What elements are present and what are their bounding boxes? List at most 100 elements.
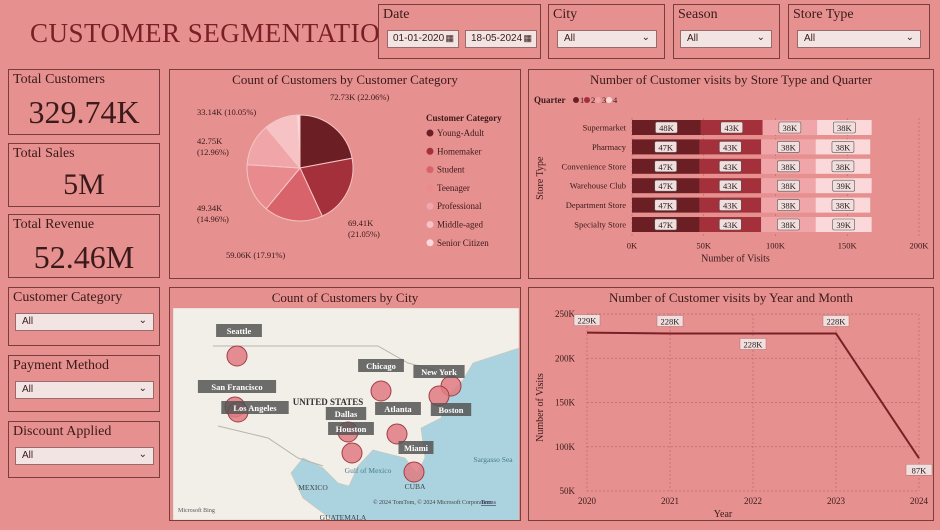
discount-applied-dropdown-value: All: [22, 450, 34, 461]
map-title: Count of Customers by City: [271, 290, 419, 305]
pie-slice[interactable]: [296, 114, 301, 169]
bar-label-box: [832, 218, 855, 231]
end-date-value: 18-05-2024: [471, 33, 523, 44]
pie-data-label: 49.34K: [197, 203, 223, 213]
bar-data-label: 38K: [781, 162, 797, 172]
city-dropdown[interactable]: All ⌄: [557, 30, 657, 48]
bar-label-box: [718, 199, 742, 211]
map-terms-link[interactable]: Terms: [481, 500, 497, 506]
payment-method-dropdown[interactable]: All ⌄: [15, 381, 154, 399]
pie-legend-label[interactable]: Middle-aged: [437, 220, 483, 230]
bar-label-box: [777, 160, 800, 173]
chevron-down-icon: ⌄: [138, 383, 147, 394]
bar-data-label: 38K: [836, 142, 852, 152]
kpi-total-revenue: Total Revenue 52.46M: [8, 214, 160, 278]
city-bubble[interactable]: [226, 345, 248, 367]
pie-slice[interactable]: [299, 114, 353, 169]
pie-legend-label[interactable]: Student: [437, 165, 465, 175]
discount-applied-dropdown[interactable]: All ⌄: [15, 447, 154, 465]
city-label: Seattle: [227, 326, 252, 336]
city-label: Los Angeles: [233, 403, 277, 413]
city-map[interactable]: UNITED STATES Gulf of Mexico MEXICO CUBA GUA…: [173, 308, 519, 520]
kpi-label: Total Sales: [13, 146, 75, 161]
start-date-input[interactable]: 01-01-2020 ▦: [387, 30, 459, 48]
bar-legend-marker: [595, 97, 601, 103]
y-tick-label: Warehouse Club: [570, 181, 626, 191]
y-tick-label: 50K: [560, 486, 576, 496]
city-label-box: [325, 407, 367, 420]
line-data-label: 229K: [578, 316, 598, 326]
y-tick-label: Specialty Store: [574, 220, 626, 230]
pie-legend-label[interactable]: Homemaker: [437, 146, 481, 156]
pie-legend-label[interactable]: Young-Adult: [437, 128, 485, 138]
map-place-label: GUATEMALA: [320, 513, 367, 520]
store-type-filter: Store Type All ⌄: [788, 4, 930, 59]
y-tick-label: Pharmacy: [592, 142, 627, 152]
bar-label-box: [831, 141, 855, 153]
bar-label-box: [718, 179, 742, 192]
bar-legend-label[interactable]: 3: [602, 95, 606, 105]
city-bubble[interactable]: [341, 442, 363, 464]
line-label-box: [656, 315, 684, 327]
bar-label-box: [832, 179, 855, 192]
pie-data-label: (21.05%): [348, 229, 380, 239]
city-label-box: [430, 403, 472, 416]
city-label: Chicago: [366, 361, 396, 371]
bar-data-label: 38K: [836, 201, 852, 211]
pie-slice[interactable]: [299, 157, 354, 217]
pie-slice[interactable]: [265, 167, 323, 222]
pie-slice[interactable]: [246, 164, 302, 210]
customer-category-filter: Customer Category All ⌄: [8, 287, 160, 346]
pie-legend-label[interactable]: Teenager: [437, 183, 470, 193]
bar-chart[interactable]: Quarter 1 2 3 4 0K 50K 100K 150K 200K Supermarket 4…: [529, 88, 933, 278]
bar-legend-label[interactable]: 4: [613, 95, 618, 105]
pie-data-label: 42.75K: [197, 136, 223, 146]
bar-data-label: 39K: [836, 181, 852, 191]
bar-label-box: [833, 121, 856, 134]
store-type-filter-label: Store Type: [793, 7, 854, 22]
bar-legend-label[interactable]: 1: [580, 95, 584, 105]
city-label-box: [221, 401, 289, 414]
line-data-label: 228K: [744, 339, 764, 349]
bar-label-box: [778, 121, 802, 134]
city-bubble[interactable]: [403, 461, 425, 483]
city-label: Atlanta: [384, 404, 412, 414]
line-chart[interactable]: 50K 100K 150K 200K 250K 2020 2021 2022 2023 2024 2…: [529, 306, 933, 520]
pie-legend-title: Customer Category: [426, 113, 502, 123]
season-dropdown[interactable]: All ⌄: [680, 30, 772, 48]
city-label-box: [358, 359, 404, 372]
calendar-icon[interactable]: ▦: [445, 33, 454, 43]
store-type-dropdown[interactable]: All ⌄: [797, 30, 921, 48]
x-tick-label: 2024: [910, 496, 929, 506]
bar-legend-title: Quarter: [534, 95, 566, 105]
bar-label-box: [777, 199, 800, 211]
x-tick-label: 2023: [827, 496, 846, 506]
bar-label-box: [718, 218, 742, 231]
end-date-input[interactable]: 18-05-2024 ▦: [465, 30, 537, 48]
bar-label-box: [654, 179, 678, 192]
city-filter-label: City: [553, 7, 578, 22]
pie-legend-label[interactable]: Professional: [437, 201, 482, 211]
bar-data-label: 47K: [658, 181, 674, 191]
pie-legend-label[interactable]: Senior Citizen: [437, 238, 489, 248]
city-label-box: [375, 402, 421, 415]
line-series[interactable]: [586, 331, 920, 459]
bar-data-label: 43K: [723, 181, 739, 191]
customer-category-dropdown[interactable]: All ⌄: [15, 313, 154, 331]
bar-legend-label[interactable]: 2: [591, 95, 595, 105]
map-border: [217, 425, 324, 467]
city-bubble[interactable]: [386, 423, 408, 445]
pie-legend-marker: [426, 166, 434, 174]
bar-data-label: 43K: [724, 123, 740, 133]
kpi-value: 5M: [63, 168, 105, 201]
pie-chart[interactable]: 72.73K (22.06%) 69.41K(21.05%) 59.06K (17.…: [170, 88, 520, 278]
customer-category-dropdown-value: All: [22, 316, 34, 327]
line-label-box: [905, 464, 933, 476]
city-bubble[interactable]: [370, 380, 392, 402]
bar-label-box: [654, 160, 678, 173]
kpi-value: 329.74K: [28, 94, 140, 130]
pie-chart-panel: Count of Customers by Customer Category …: [169, 69, 521, 279]
calendar-icon[interactable]: ▦: [523, 33, 532, 43]
x-tick-label: 50K: [696, 240, 712, 250]
city-label-box: [328, 422, 374, 435]
